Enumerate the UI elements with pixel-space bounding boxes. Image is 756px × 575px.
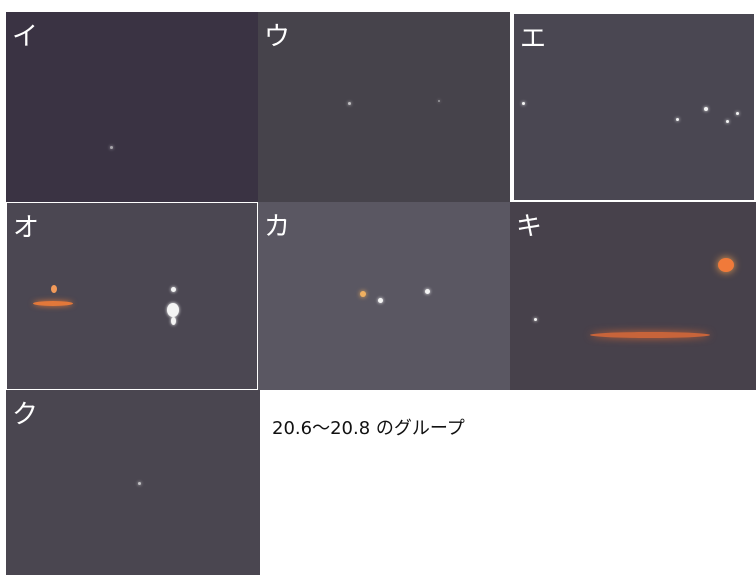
star bbox=[726, 120, 729, 123]
panel-label: キ bbox=[516, 206, 542, 243]
light bbox=[33, 301, 73, 306]
panel-label: ウ bbox=[264, 16, 290, 53]
light bbox=[51, 285, 57, 293]
star bbox=[704, 107, 708, 111]
page: イ ウ エ オ カ キ ク 20.6～20.8 のグループ bbox=[0, 0, 756, 575]
star bbox=[522, 102, 525, 105]
star bbox=[167, 303, 179, 317]
star bbox=[438, 100, 440, 102]
photo-panel: イ bbox=[6, 12, 258, 202]
panel-label: オ bbox=[13, 207, 39, 244]
panel-label: カ bbox=[264, 206, 290, 243]
star bbox=[425, 289, 430, 294]
photo-panel: ウ bbox=[258, 12, 510, 202]
light bbox=[718, 258, 734, 272]
photo-panel: ク bbox=[6, 390, 260, 575]
photo-panel: エ bbox=[512, 12, 756, 202]
light bbox=[360, 291, 366, 297]
panel-label: ク bbox=[12, 394, 38, 431]
star bbox=[171, 317, 176, 325]
star bbox=[534, 318, 537, 321]
star bbox=[138, 482, 141, 485]
panel-label: エ bbox=[520, 18, 546, 55]
star bbox=[676, 118, 679, 121]
star bbox=[171, 287, 176, 292]
star bbox=[110, 146, 113, 149]
photo-panel: キ bbox=[510, 202, 756, 390]
star bbox=[378, 298, 383, 303]
caption: 20.6～20.8 のグループ bbox=[272, 414, 465, 440]
panel-label: イ bbox=[12, 16, 38, 53]
light bbox=[590, 332, 710, 338]
photo-panel: オ bbox=[6, 202, 258, 390]
star bbox=[736, 112, 739, 115]
star bbox=[348, 102, 351, 105]
photo-panel: カ bbox=[258, 202, 510, 390]
